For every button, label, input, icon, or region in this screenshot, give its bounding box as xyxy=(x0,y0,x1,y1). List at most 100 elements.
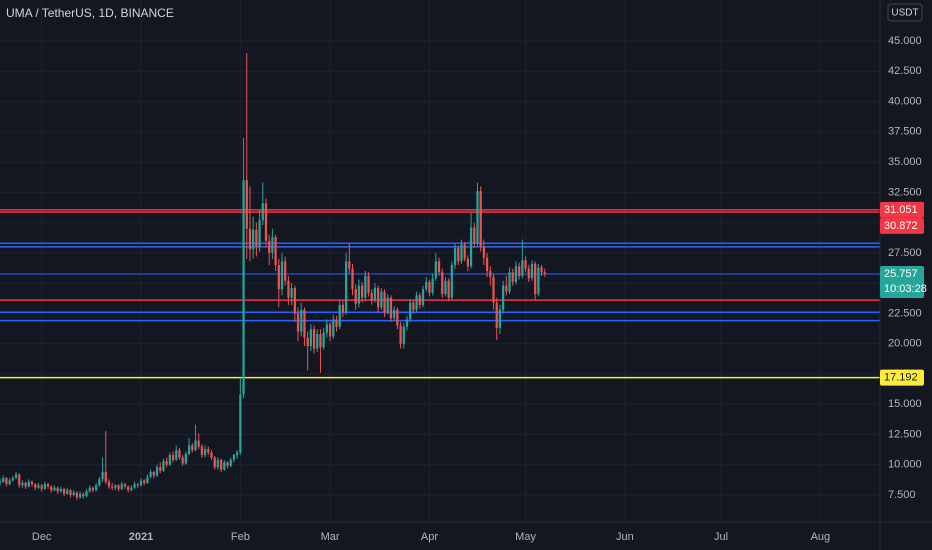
candle-body xyxy=(309,329,312,347)
candle-body xyxy=(62,488,66,494)
candle-body xyxy=(261,203,264,221)
candle-body xyxy=(521,260,524,276)
candle-body xyxy=(136,484,139,486)
candle-body xyxy=(139,480,143,486)
price-lines xyxy=(0,209,880,379)
candle-body xyxy=(325,324,328,333)
candle-body xyxy=(450,264,453,298)
candle-body xyxy=(213,457,216,468)
candle-body xyxy=(37,485,40,488)
candle-body xyxy=(98,479,101,486)
x-tick-label: Jun xyxy=(616,531,634,543)
x-tick-label: May xyxy=(515,531,536,543)
candle-body xyxy=(457,248,460,262)
candle-body xyxy=(27,481,30,487)
chart-title: UMA / TetherUS, 1D, BINANCE xyxy=(6,6,174,20)
candle-body xyxy=(168,455,171,465)
candle-body xyxy=(447,280,450,298)
candle-body xyxy=(341,304,345,313)
candle-body xyxy=(146,476,149,483)
candle-body xyxy=(306,337,309,347)
candle-body xyxy=(223,462,226,470)
candle-body xyxy=(425,281,428,290)
candle-body xyxy=(514,266,518,282)
candle-body xyxy=(530,263,534,279)
candle-body xyxy=(130,487,133,491)
candle-body xyxy=(239,394,242,453)
y-tick-label: 12.500 xyxy=(888,428,922,440)
candle-body xyxy=(207,449,210,453)
candle-body xyxy=(479,191,482,247)
candle-body xyxy=(412,302,415,310)
y-tick-label: 10.000 xyxy=(888,459,922,471)
x-tick-label: Feb xyxy=(231,531,250,543)
candle-body xyxy=(123,484,127,487)
candle-body xyxy=(149,472,152,477)
candle-body xyxy=(287,280,290,298)
candle-body xyxy=(469,227,473,267)
candle-body xyxy=(386,297,389,313)
candle-body xyxy=(312,329,316,349)
candle-body xyxy=(187,445,191,454)
candle-body xyxy=(255,229,258,247)
candle-body xyxy=(543,272,546,274)
candle-body xyxy=(370,292,373,301)
candle-body xyxy=(428,281,431,293)
candle-body xyxy=(351,268,354,290)
candle-body xyxy=(527,268,530,279)
candle-body xyxy=(409,302,412,320)
candle-body xyxy=(290,287,293,298)
candle-body xyxy=(155,467,159,476)
candle-body xyxy=(338,304,341,327)
candle-body xyxy=(466,258,470,267)
candle-body xyxy=(303,309,306,338)
candle-body xyxy=(117,485,120,489)
candle-body xyxy=(354,289,357,304)
price-label-box xyxy=(880,369,924,386)
candle-body xyxy=(274,237,277,265)
candle-body xyxy=(534,263,537,295)
candle-body xyxy=(43,484,46,489)
candle-body xyxy=(18,474,21,486)
candle-body xyxy=(181,457,184,464)
candle-body xyxy=(505,285,508,292)
candle-body xyxy=(72,492,75,496)
candle-body xyxy=(53,487,56,491)
candle-body xyxy=(191,445,194,451)
candle-body xyxy=(344,261,348,313)
y-tick-label: 20.000 xyxy=(888,338,922,350)
candle-body xyxy=(133,484,136,488)
candle-body xyxy=(220,459,223,470)
candle-body xyxy=(59,488,63,492)
x-tick-label: Mar xyxy=(321,531,340,543)
price-label: 30.872 xyxy=(884,220,918,232)
candle-body xyxy=(245,180,248,229)
candle-body xyxy=(75,492,79,498)
candle-body xyxy=(485,257,489,272)
candle-body xyxy=(200,446,204,456)
price-label: 25.757 xyxy=(884,268,918,280)
candle-body xyxy=(30,481,34,485)
y-tick-label: 32.500 xyxy=(888,186,922,198)
price-label-box xyxy=(880,265,924,298)
candle-body xyxy=(453,248,457,265)
candle-body xyxy=(476,191,479,244)
candle-body xyxy=(434,261,437,279)
candle-body xyxy=(473,227,476,244)
candle-body xyxy=(444,280,447,295)
y-tick-label: 22.500 xyxy=(888,307,922,319)
candle-body xyxy=(165,461,168,465)
candle-body xyxy=(111,486,114,488)
currency[interactable]: USDT xyxy=(891,8,918,19)
candle-body xyxy=(489,271,492,278)
candle-body xyxy=(258,220,261,247)
candle-body xyxy=(396,309,399,326)
x-tick-label: Jul xyxy=(714,531,728,543)
currency-badge[interactable] xyxy=(887,3,923,22)
candles xyxy=(0,53,546,500)
candle-body xyxy=(159,467,162,471)
candle-body xyxy=(56,487,59,492)
candle-body xyxy=(194,440,197,451)
candle-body xyxy=(101,472,104,480)
